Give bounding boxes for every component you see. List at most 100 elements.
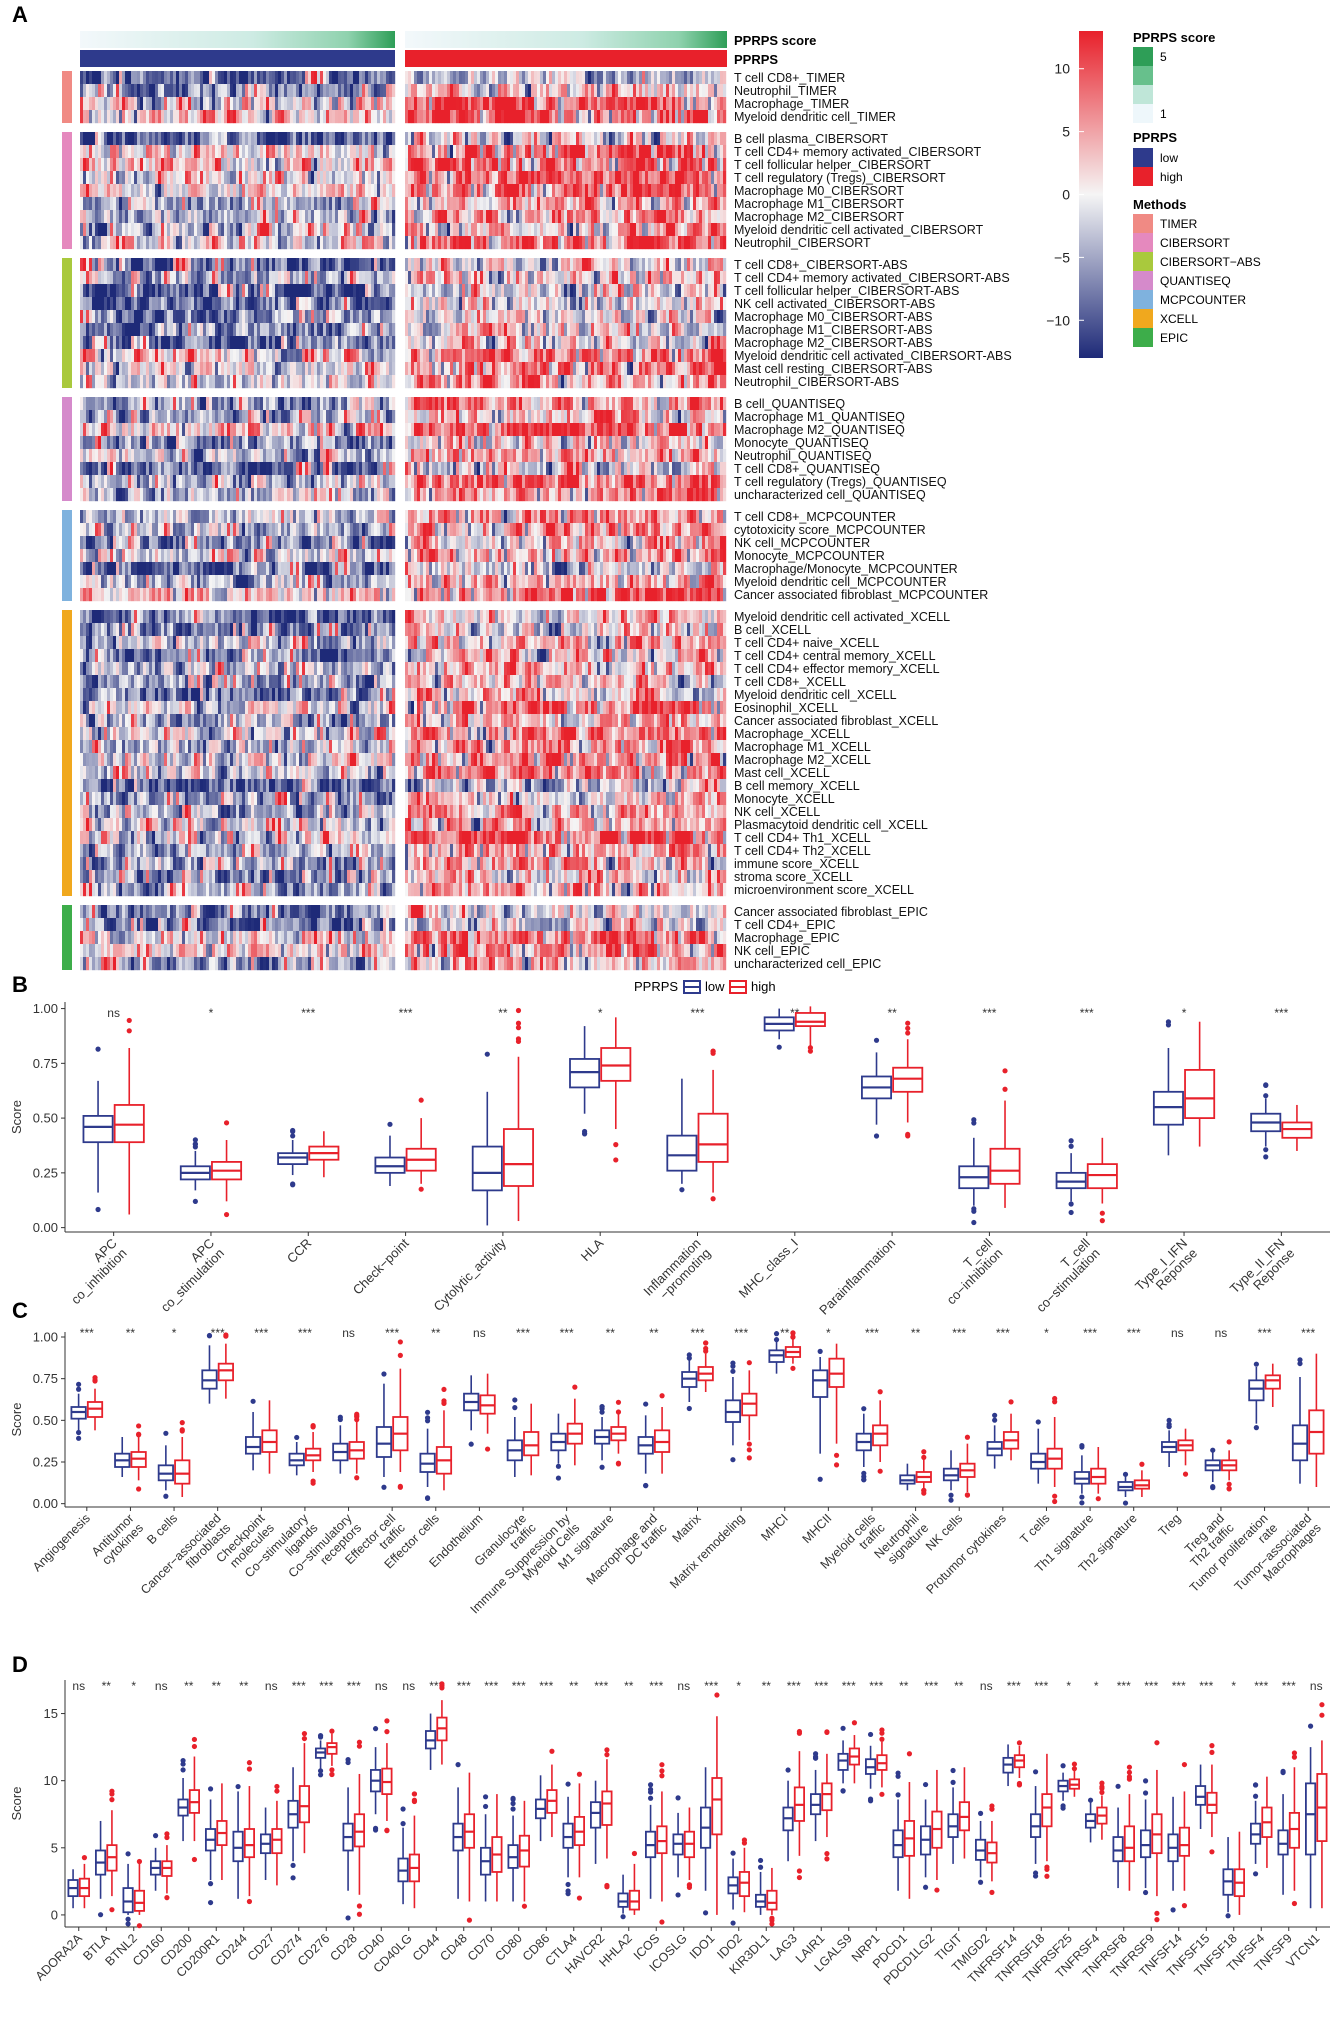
heatmap-cell [152,171,156,185]
heatmap-cell [386,236,390,250]
heatmap-cell [185,284,189,298]
heatmap-cell [702,145,706,159]
heatmap-cell [636,349,640,363]
heatmap-cell [597,145,601,159]
heatmap-cell [447,223,451,237]
heatmap-cell [459,71,463,85]
heatmap-cell [540,297,544,311]
heatmap-cell [654,145,658,159]
heatmap-cell [564,349,568,363]
heatmap-cell [465,284,469,298]
heatmap-cell [414,84,418,98]
heatmap-cell [293,145,297,159]
heatmap-cell [405,197,409,211]
heatmap-cell [411,297,415,311]
heatmap-cell [708,310,712,324]
heatmap-cell [480,158,484,172]
heatmap-cell [242,97,246,111]
heatmap-cell [380,158,384,172]
heatmap-cell [239,97,243,111]
heatmap-cell [392,323,396,337]
heatmap-cell [227,336,231,350]
heatmap-cell [432,145,436,159]
heatmap-cell [570,297,574,311]
heatmap-cell [441,236,445,250]
heatmap-cell [368,110,372,124]
heatmap-cell [293,336,297,350]
heatmap-cell [618,97,622,111]
heatmap-cell [498,271,502,285]
heatmap-cell [534,375,538,389]
heatmap-cell [519,145,523,159]
heatmap-cell [666,323,670,337]
heatmap-cell [98,71,102,85]
heatmap-cell [104,236,108,250]
heatmap-cell [492,310,496,324]
heatmap-cell [486,184,490,198]
heatmap-cell [438,362,442,376]
heatmap-cell [356,97,360,111]
heatmap-cell [546,197,550,211]
heatmap-cell [338,223,342,237]
heatmap-cell [456,210,460,224]
heatmap-cell [380,310,384,324]
heatmap-cell [341,362,345,376]
heatmap-cell [513,145,517,159]
heatmap-cell [104,158,108,172]
heatmap-cell [684,145,688,159]
heatmap-cell [245,297,249,311]
heatmap-cell [101,310,105,324]
heatmap-cell [555,362,559,376]
heatmap-cell [672,349,676,363]
heatmap-cell [546,210,550,224]
heatmap-cell [224,184,228,198]
heatmap-cell [149,110,153,124]
heatmap-cell [167,236,171,250]
heatmap-cell [426,375,430,389]
heatmap-cell [356,197,360,211]
heatmap-cell [537,349,541,363]
heatmap-cell [173,336,177,350]
heatmap-cell [206,310,210,324]
heatmap-cell [125,336,129,350]
heatmap-cell [245,184,249,198]
heatmap-cell [489,271,493,285]
heatmap-cell [119,97,123,111]
heatmap-cell [585,132,589,146]
heatmap-cell [540,310,544,324]
heatmap-cell [323,271,327,285]
heatmap-cell [221,258,225,272]
heatmap-cell [513,284,517,298]
heatmap-cell [317,71,321,85]
heatmap-cell [104,375,108,389]
heatmap-cell [344,210,348,224]
heatmap-cell [705,271,709,285]
heatmap-cell [113,349,117,363]
heatmap-cell [215,84,219,98]
heatmap-cell [392,71,396,85]
heatmap-cell [639,375,643,389]
heatmap-cell [612,236,616,250]
heatmap-cell [627,184,631,198]
heatmap-cell [603,349,607,363]
heatmap-cell [197,110,201,124]
heatmap-cell [191,362,195,376]
heatmap-cell [269,297,273,311]
heatmap-cell [657,297,661,311]
heatmap-cell [158,323,162,337]
heatmap-cell [465,375,469,389]
heatmap-cell [510,97,514,111]
heatmap-cell [125,297,129,311]
heatmap-cell [320,349,324,363]
heatmap-cell [516,349,520,363]
heatmap-cell [489,210,493,224]
heatmap-cell [233,110,237,124]
heatmap-cell [170,323,174,337]
heatmap-cell [311,271,315,285]
heatmap-cell [302,71,306,85]
heatmap-cell [248,271,252,285]
heatmap-cell [480,336,484,350]
heatmap-cell [206,97,210,111]
heatmap-cell [720,362,724,376]
